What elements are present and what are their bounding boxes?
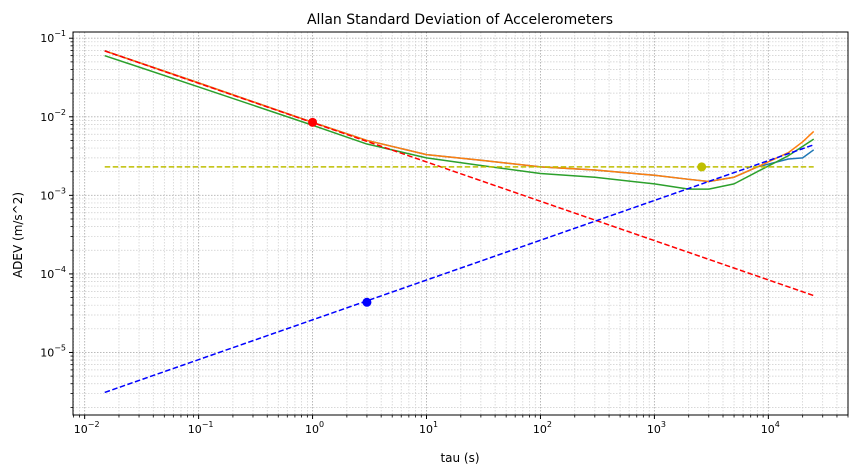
x-tick-label: 103 [647,420,666,436]
y-tick-label: 10−2 [40,108,66,124]
y-tick-label: 10−4 [40,265,66,281]
grid-layer [73,32,849,415]
series-line-5 [104,144,814,394]
marker-point-2 [362,297,372,307]
tick-layer: 10−2 10−1 100 101 102 103 104 10−5 10−4 10−3 10−2 1… [40,29,849,436]
marker-point-1 [308,117,318,127]
x-tick-label: 10−2 [74,420,100,436]
x-axis-label: tau (s) [440,451,479,465]
y-tick-label: 10−5 [40,343,66,359]
series-layer [104,50,815,394]
y-tick-label: 10−1 [40,29,66,45]
y-tick-label: 10−3 [40,186,66,202]
marker-layer [308,117,707,307]
series-line-3 [104,54,815,190]
x-tick-label: 100 [305,420,324,436]
series-line-4 [104,50,814,297]
x-tick-label: 102 [533,420,552,436]
y-axis-label: ADEV (m/s^2) [11,192,25,278]
x-tick-label: 10−1 [188,420,214,436]
chart-title: Allan Standard Deviation of Acceleromete… [307,12,613,28]
x-tick-label: 104 [761,420,780,436]
marker-point-3 [697,162,707,172]
x-tick-label: 101 [419,420,438,436]
